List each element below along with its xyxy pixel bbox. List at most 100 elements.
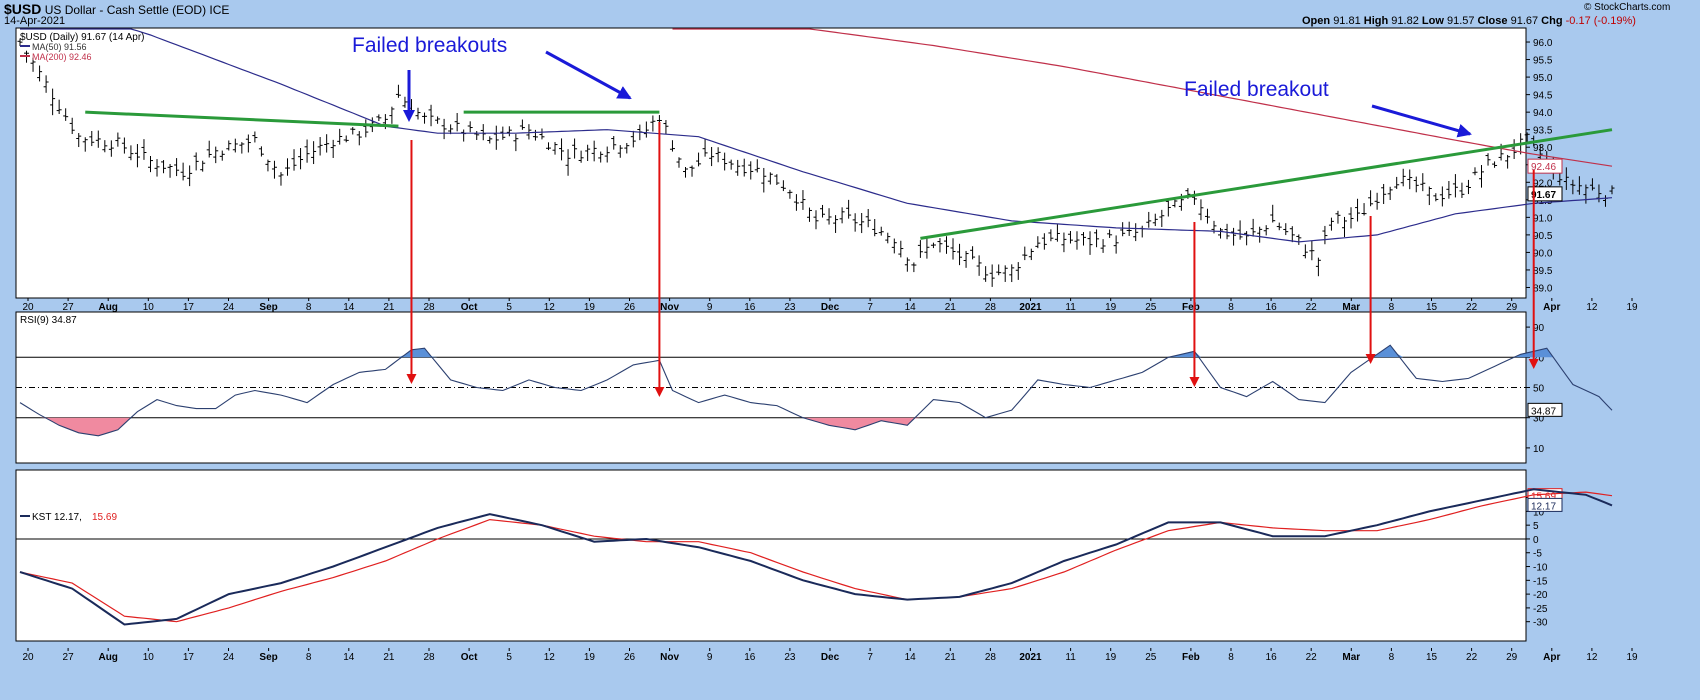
x-tick-label: 11 [1065, 652, 1076, 663]
x-tick-label: Mar [1342, 652, 1360, 663]
x-tick-label: 28 [423, 302, 435, 313]
x-tick-label: 27 [63, 652, 75, 663]
x-tick-label: 23 [784, 652, 796, 663]
x-tick-label: 12 [1586, 302, 1598, 313]
x-tick-label: 8 [1389, 652, 1395, 663]
annotation-failed-breakout: Failed breakout [1184, 78, 1329, 101]
price-badge-box [1527, 158, 1563, 174]
kst-ytick-label: -5 [1533, 549, 1542, 560]
x-tick-label: 8 [1228, 652, 1234, 663]
x-tick-label: Mar [1342, 302, 1360, 313]
x-tick-label: 24 [223, 302, 235, 313]
x-tick-label: Dec [821, 302, 840, 313]
x-tick-label: 12 [544, 302, 556, 313]
price-ytick-label: 89.5 [1533, 266, 1553, 277]
x-tick-label: 22 [1466, 302, 1478, 313]
price-badge: 91.67 [1531, 190, 1556, 201]
red-arrowhead [1189, 377, 1200, 387]
x-tick-label: 16 [744, 302, 756, 313]
x-tick-label: 14 [905, 652, 917, 663]
x-tick-label: 19 [584, 302, 596, 313]
kst-badge: 15.69 [1531, 492, 1556, 503]
x-tick-label: 28 [985, 302, 997, 313]
price-ytick-label: 93.0 [1533, 143, 1553, 154]
x-tick-label: Nov [660, 652, 679, 663]
x-tick-label: 28 [423, 652, 435, 663]
x-tick-label: Aug [98, 652, 117, 663]
ma200-line [672, 28, 1613, 167]
price-ytick-label: 94.0 [1533, 108, 1553, 119]
x-tick-label: 2021 [1019, 652, 1042, 663]
x-tick-label: 16 [1266, 652, 1278, 663]
x-tick-label: 16 [1266, 302, 1278, 313]
rsi-ytick-label: 10 [1533, 444, 1545, 455]
price-badge-box [1527, 186, 1563, 202]
kst-ytick-label: -20 [1533, 590, 1548, 601]
trendline-0 [85, 110, 399, 128]
x-tick-label: 25 [1145, 302, 1157, 313]
x-tick-label: Feb [1182, 302, 1200, 313]
kst-ytick-label: -25 [1533, 604, 1548, 615]
trendline-2 [920, 128, 1613, 240]
kst-ytick-label: 10 [1533, 507, 1545, 518]
x-tick-label: 10 [143, 302, 155, 313]
x-tick-label: 19 [1626, 302, 1638, 313]
x-tick-label: 17 [183, 302, 195, 313]
x-tick-label: 27 [63, 302, 75, 313]
x-tick-label: 9 [707, 302, 713, 313]
x-tick-label: 8 [1228, 302, 1234, 313]
price-ytick-label: 92.0 [1533, 178, 1553, 189]
x-tick-label: 21 [383, 652, 395, 663]
blue-arrowhead [403, 110, 415, 122]
x-tick-label: 12 [1586, 652, 1598, 663]
kst-ytick-label: 0 [1533, 535, 1539, 546]
x-tick-label: 24 [223, 652, 235, 663]
chart-header: $USD US Dollar - Cash Settle (EOD) ICE 1… [0, 0, 1700, 28]
x-tick-label: 29 [1506, 652, 1518, 663]
x-tick-label: 26 [624, 652, 636, 663]
x-tick-label: 22 [1306, 302, 1318, 313]
x-tick-label: 8 [1389, 302, 1395, 313]
x-tick-label: Feb [1182, 652, 1200, 663]
price-ytick-label: 95.0 [1533, 73, 1553, 84]
legend-ma200: MA(200) 92.46 [32, 52, 92, 62]
ma50-line [20, 28, 1613, 243]
x-tick-label: 19 [584, 652, 596, 663]
x-tick-label: 16 [744, 652, 756, 663]
red-arrowhead [654, 387, 665, 397]
instrument-name: US Dollar - Cash Settle (EOD) [44, 3, 207, 17]
copyright: © StockCharts.com [1584, 2, 1671, 13]
x-tick-label: 14 [343, 302, 355, 313]
x-tick-label: Aug [98, 302, 117, 313]
chart-date: 14-Apr-2021 [4, 15, 66, 27]
x-tick-label: 29 [1506, 302, 1518, 313]
kst-badge: 12.17 [1531, 501, 1556, 512]
x-tick-label: 26 [624, 302, 636, 313]
red-arrowhead [1365, 354, 1376, 364]
red-arrowhead [1528, 359, 1539, 369]
x-tick-label: 19 [1105, 652, 1117, 663]
price-ytick-label: 93.5 [1533, 126, 1553, 137]
rsi-ytick-label: 30 [1533, 414, 1545, 425]
rsi-ytick-label: 70 [1533, 353, 1545, 364]
price-ytick-label: 91.0 [1533, 213, 1553, 224]
x-tick-label: 23 [784, 302, 796, 313]
price-ytick-label: 90.5 [1533, 231, 1553, 242]
x-tick-label: 5 [506, 302, 512, 313]
x-tick-label: 15 [1426, 302, 1438, 313]
x-tick-label: 21 [945, 302, 957, 313]
x-tick-label: 2021 [1019, 302, 1042, 313]
kst-ytick-label: -15 [1533, 576, 1548, 587]
x-tick-label: 5 [506, 652, 512, 663]
rsi-line [19, 344, 1613, 437]
rsi-ytick-label: 90 [1533, 323, 1545, 334]
rsi-overbought-fill [20, 345, 1612, 358]
x-tick-label: 22 [1306, 652, 1318, 663]
x-tick-label: 21 [945, 652, 957, 663]
panel-kst [15, 469, 1527, 642]
x-tick-label: 9 [707, 652, 713, 663]
rsi-ytick-label: 50 [1533, 384, 1545, 395]
x-tick-label: 7 [867, 652, 873, 663]
rsi-badge-box [1527, 402, 1563, 417]
legend-price: $USD (Daily) 91.67 (14 Apr) [20, 32, 145, 43]
